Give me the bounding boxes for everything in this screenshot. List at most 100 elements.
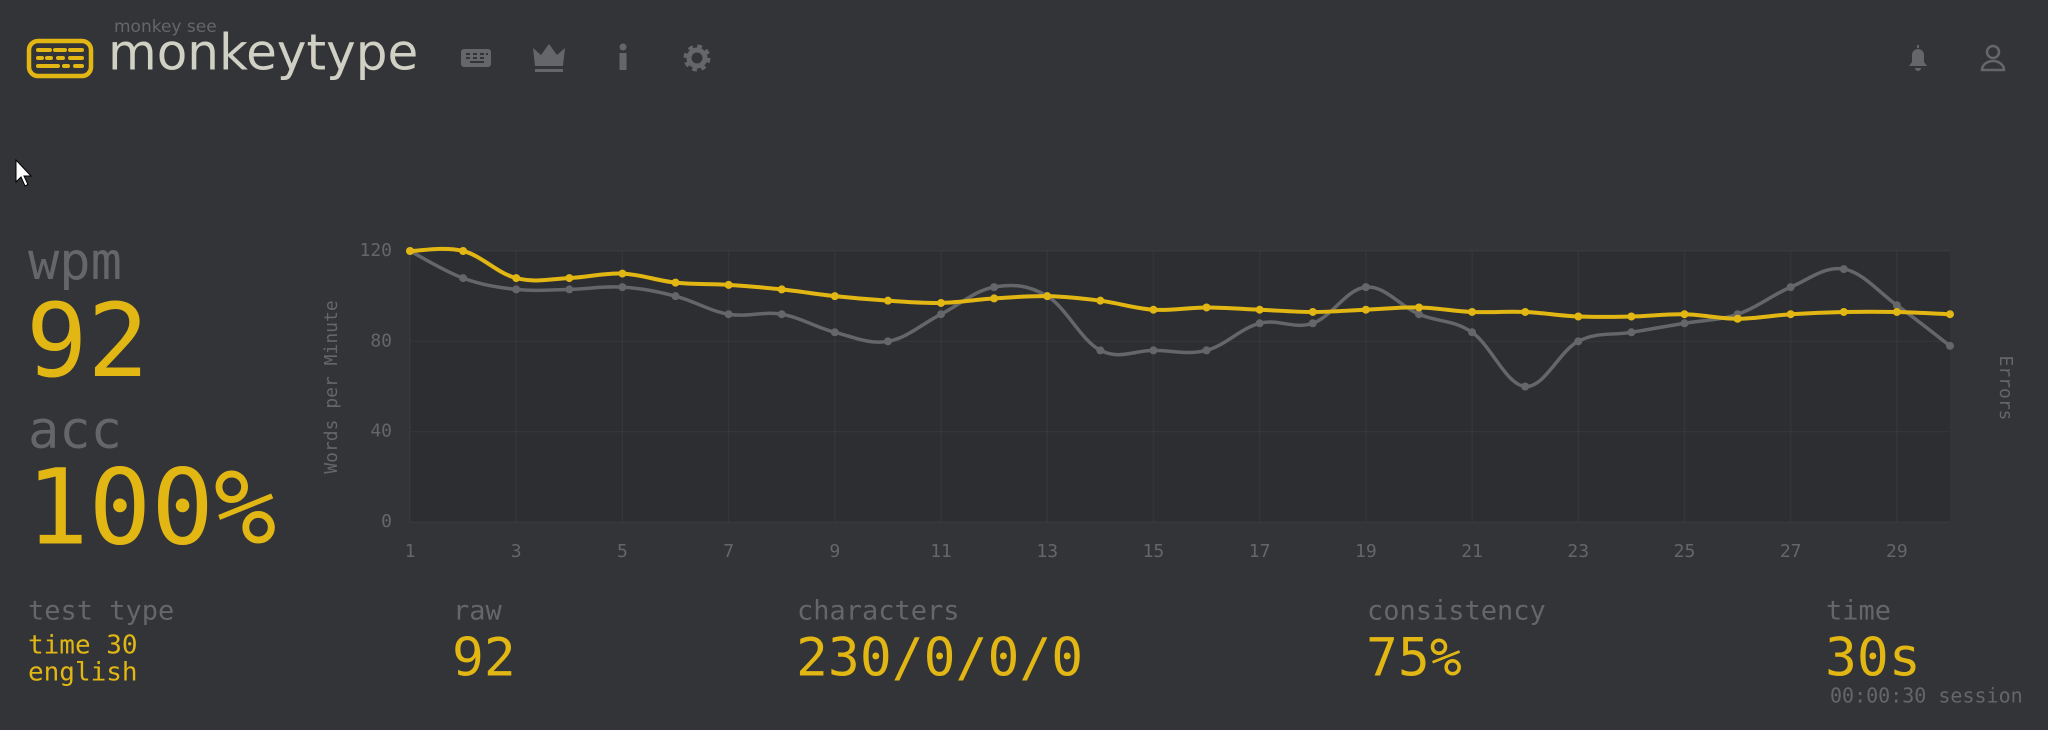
data-point xyxy=(1946,341,1954,350)
data-point xyxy=(1574,312,1583,321)
data-point xyxy=(830,328,839,337)
data-point xyxy=(1361,305,1370,314)
data-point xyxy=(1414,310,1423,319)
x-tick-label: 15 xyxy=(1143,541,1165,562)
data-point xyxy=(1627,328,1636,337)
wpm-label: wpm xyxy=(28,232,122,292)
data-point xyxy=(618,269,627,278)
consistency-label: consistency xyxy=(1367,596,1546,627)
data-point xyxy=(1043,292,1052,301)
time-label: time xyxy=(1826,596,1891,627)
x-tick-label: 11 xyxy=(930,541,952,562)
keyboard-keys xyxy=(466,53,488,63)
data-point xyxy=(1574,337,1583,346)
data-point xyxy=(883,337,892,346)
data-point xyxy=(724,280,733,289)
test-type-language[interactable]: english xyxy=(28,658,138,688)
data-point xyxy=(990,283,999,292)
mouse-cursor xyxy=(15,158,33,187)
account-body xyxy=(1980,59,2006,72)
raw-label: raw xyxy=(453,596,503,627)
x-tick-label: 3 xyxy=(511,541,522,562)
raw-value: 92 xyxy=(452,628,516,689)
consistency-value: 75% xyxy=(1366,628,1462,689)
data-point xyxy=(1680,319,1689,328)
data-point xyxy=(1361,283,1370,292)
data-point xyxy=(1468,307,1477,316)
nav-about[interactable] xyxy=(619,43,627,71)
x-tick-label: 23 xyxy=(1567,541,1589,562)
characters-label: characters xyxy=(797,596,960,627)
x-tick-label: 1 xyxy=(405,541,416,562)
test-type-mode[interactable]: time 30 xyxy=(28,631,138,661)
nav-keyboard[interactable] xyxy=(461,49,491,67)
data-point xyxy=(1839,307,1848,316)
account[interactable] xyxy=(1980,44,2006,72)
nav-settings[interactable] xyxy=(683,44,711,72)
data-point xyxy=(1627,312,1636,321)
test-type-label: test type xyxy=(28,596,174,627)
data-point xyxy=(671,278,680,287)
data-point xyxy=(724,310,733,319)
data-point xyxy=(671,292,680,301)
data-point xyxy=(1786,283,1795,292)
tagline: monkey see xyxy=(114,17,217,37)
logo-mark xyxy=(36,48,84,68)
data-point xyxy=(459,274,468,283)
wpm-value: 92 xyxy=(26,282,149,401)
data-point xyxy=(1733,314,1742,323)
notifications[interactable] xyxy=(1909,45,1927,71)
characters-value: 230/0/0/0 xyxy=(796,628,1083,689)
data-point xyxy=(1255,319,1264,328)
info-dot xyxy=(619,43,627,51)
gear-ring xyxy=(686,47,708,69)
x-tick-label: 5 xyxy=(617,541,628,562)
logo[interactable] xyxy=(26,38,94,79)
x-tick-label: 29 xyxy=(1886,541,1908,562)
x-tick-label: 9 xyxy=(829,541,840,562)
data-point xyxy=(1308,319,1317,328)
data-point xyxy=(990,294,999,303)
y-tick-label: 80 xyxy=(370,330,392,351)
x-tick-label: 7 xyxy=(723,541,734,562)
data-point xyxy=(1468,328,1477,337)
y-tick-label: 120 xyxy=(359,240,392,261)
x-tick-label: 19 xyxy=(1355,541,1377,562)
x-tick-label: 13 xyxy=(1036,541,1058,562)
data-point xyxy=(1892,307,1901,316)
x-tick-label: 25 xyxy=(1674,541,1696,562)
data-point xyxy=(1839,265,1848,274)
x-tick-label: 27 xyxy=(1780,541,1802,562)
y-tick-label: 0 xyxy=(381,511,392,532)
data-point xyxy=(777,285,786,294)
data-point xyxy=(1149,305,1158,314)
data-point xyxy=(1308,307,1317,316)
data-point xyxy=(1521,382,1530,391)
data-point xyxy=(937,298,946,307)
plot-area xyxy=(410,251,1950,522)
x-tick-label: 17 xyxy=(1249,541,1271,562)
nav-leaderboard[interactable] xyxy=(533,44,565,72)
data-point xyxy=(512,274,521,283)
data-point xyxy=(1521,307,1530,316)
y-axis-label: Words per Minute xyxy=(321,300,342,473)
site-title[interactable]: monkeytype xyxy=(108,24,418,82)
info-bar xyxy=(619,53,627,70)
data-point xyxy=(1202,346,1211,355)
data-point xyxy=(565,274,574,283)
data-point xyxy=(406,247,414,255)
data-point xyxy=(565,285,574,294)
account-head xyxy=(1985,44,2001,60)
time-value: 30s xyxy=(1825,628,1921,689)
x-tick-label: 21 xyxy=(1461,541,1483,562)
data-point xyxy=(1680,310,1689,319)
data-point xyxy=(1096,296,1105,305)
y2-axis-label: Errors xyxy=(1995,355,2016,420)
data-point xyxy=(1202,303,1211,312)
data-point xyxy=(1149,346,1158,355)
data-point xyxy=(1414,303,1423,312)
data-point xyxy=(618,283,627,292)
